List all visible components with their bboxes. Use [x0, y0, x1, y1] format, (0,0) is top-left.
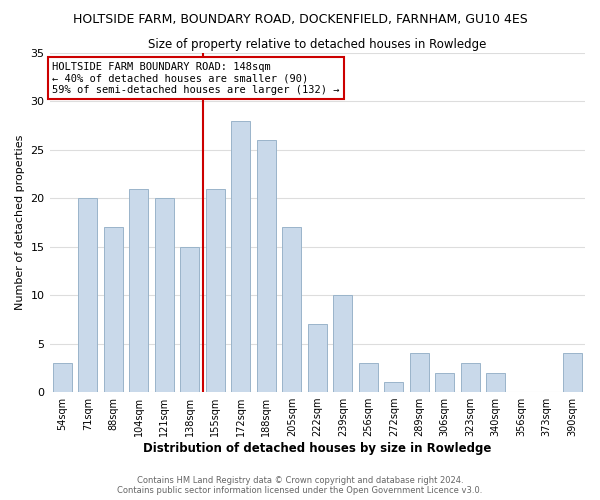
- Bar: [308, 324, 327, 392]
- X-axis label: Distribution of detached houses by size in Rowledge: Distribution of detached houses by size …: [143, 442, 491, 455]
- Bar: [486, 372, 505, 392]
- Bar: [359, 363, 378, 392]
- Bar: [384, 382, 403, 392]
- Bar: [257, 140, 276, 392]
- Text: HOLTSIDE FARM BOUNDARY ROAD: 148sqm
← 40% of detached houses are smaller (90)
59: HOLTSIDE FARM BOUNDARY ROAD: 148sqm ← 40…: [52, 62, 340, 94]
- Bar: [180, 247, 199, 392]
- Bar: [206, 188, 225, 392]
- Y-axis label: Number of detached properties: Number of detached properties: [15, 135, 25, 310]
- Title: Size of property relative to detached houses in Rowledge: Size of property relative to detached ho…: [148, 38, 487, 51]
- Bar: [104, 228, 123, 392]
- Bar: [231, 121, 250, 392]
- Bar: [282, 228, 301, 392]
- Bar: [129, 188, 148, 392]
- Bar: [53, 363, 72, 392]
- Bar: [78, 198, 97, 392]
- Bar: [563, 354, 582, 392]
- Bar: [435, 372, 454, 392]
- Bar: [155, 198, 174, 392]
- Text: Contains HM Land Registry data © Crown copyright and database right 2024.
Contai: Contains HM Land Registry data © Crown c…: [118, 476, 482, 495]
- Bar: [333, 295, 352, 392]
- Text: HOLTSIDE FARM, BOUNDARY ROAD, DOCKENFIELD, FARNHAM, GU10 4ES: HOLTSIDE FARM, BOUNDARY ROAD, DOCKENFIEL…: [73, 12, 527, 26]
- Bar: [461, 363, 480, 392]
- Bar: [410, 354, 429, 392]
